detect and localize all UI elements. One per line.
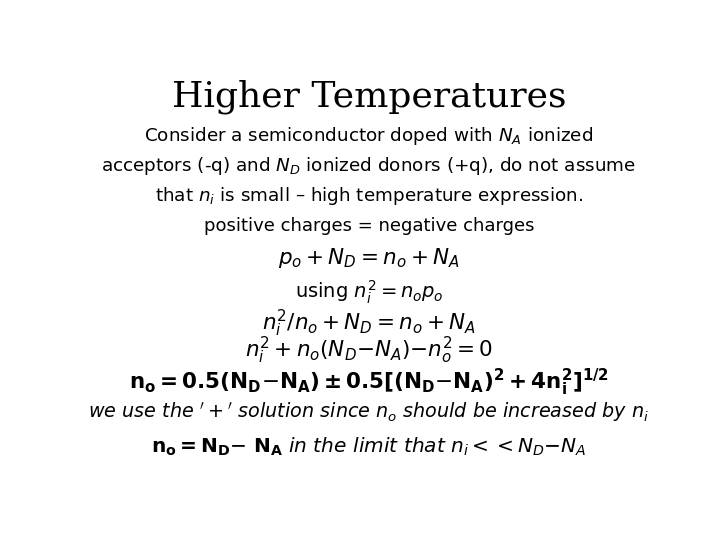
Text: $\mathbf{n_o = 0.5(N_D\mathrm{-}N_A) \pm 0.5[(N_D\mathrm{-}N_A)^2 + 4n_i^2]^{1/2: $\mathbf{n_o = 0.5(N_D\mathrm{-}N_A) \pm… — [129, 367, 609, 398]
Text: $n_i^2 + n_o(N_D\mathrm{-}N_A) \mathrm{-} n_o^2 = 0$: $n_i^2 + n_o(N_D\mathrm{-}N_A) \mathrm{-… — [245, 335, 493, 366]
Text: Higher Temperatures: Higher Temperatures — [172, 79, 566, 114]
Text: positive charges = negative charges: positive charges = negative charges — [204, 217, 534, 234]
Text: $\mathbf{n_o = N_D\mathrm{-}\ N_A}$ $\mathit{in\ the\ limit\ that\ n_i{<}{<}N_D\: $\mathbf{n_o = N_D\mathrm{-}\ N_A}$ $\ma… — [151, 436, 587, 458]
Text: $n_i^2/n_o + N_D = n_o + N_A$: $n_i^2/n_o + N_D = n_o + N_A$ — [262, 308, 476, 339]
Text: Consider a semiconductor doped with $N_A$ ionized
acceptors (-q) and $N_D$ ioniz: Consider a semiconductor doped with $N_A… — [102, 125, 636, 207]
Text: using $n_i^2 = n_o p_o$: using $n_i^2 = n_o p_o$ — [294, 278, 444, 306]
Text: $\mathit{we\ use\ the\ }$$\mathit{'+'}$$\mathit{\ solution\ since\ n_o\ should\ : $\mathit{we\ use\ the\ }$$\mathit{'+'}$$… — [89, 400, 649, 424]
Text: $p_o + N_D = n_o + N_A$: $p_o + N_D = n_o + N_A$ — [278, 246, 460, 269]
